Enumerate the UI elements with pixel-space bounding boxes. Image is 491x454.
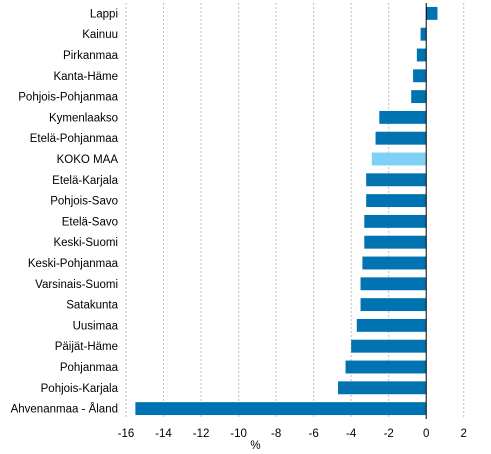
category-label: Etelä-Pohjanmaa xyxy=(30,133,119,145)
bar xyxy=(360,298,427,312)
bar xyxy=(426,6,438,20)
bar xyxy=(420,27,427,41)
x-tick-label: -6 xyxy=(309,428,319,440)
bar xyxy=(135,402,427,416)
x-tick-label: -4 xyxy=(346,428,357,440)
category-label: Päijät-Häme xyxy=(55,341,118,353)
x-tick-label: -12 xyxy=(193,428,210,440)
x-tick-label: -10 xyxy=(230,428,247,440)
category-label: Uusimaa xyxy=(73,320,119,332)
category-label: Kymenlaakso xyxy=(49,112,118,124)
category-label: Satakunta xyxy=(66,300,118,312)
category-label: Varsinais-Suomi xyxy=(35,279,118,291)
category-label: Pohjois-Karjala xyxy=(41,383,119,395)
category-label: Pohjanmaa xyxy=(60,362,119,374)
category-labels: Lappi Kainuu Pirkanmaa Kanta-Häme Pohjois-Po… xyxy=(11,8,119,415)
bar xyxy=(338,381,427,395)
bar xyxy=(416,48,427,62)
category-label: Lappi xyxy=(90,8,118,20)
bar xyxy=(371,152,427,166)
bar xyxy=(364,214,427,228)
bars xyxy=(135,6,438,416)
x-tick-label: -16 xyxy=(118,428,135,440)
category-label: Kanta-Häme xyxy=(53,71,118,83)
category-label: Pohjois-Savo xyxy=(50,196,118,208)
bar xyxy=(356,318,427,332)
bar xyxy=(379,110,427,124)
category-label: Pirkanmaa xyxy=(63,50,119,62)
category-label: Kainuu xyxy=(82,29,118,41)
category-label: Etelä-Savo xyxy=(62,216,118,228)
x-tick-labels: -16 -14 -12 -10 -8 -6 -4 -2 0 2 xyxy=(118,428,467,440)
category-label: Etelä-Karjala xyxy=(52,175,118,187)
bar xyxy=(362,256,427,270)
category-label: Ahvenanmaa - Åland xyxy=(11,403,118,416)
bar xyxy=(360,277,427,291)
category-label: KOKO MAA xyxy=(57,154,119,166)
x-axis-title: % xyxy=(250,440,260,452)
x-tick-label: -14 xyxy=(155,428,172,440)
x-tick-label: 2 xyxy=(461,428,467,440)
category-label: Keski-Suomi xyxy=(53,237,118,249)
bar xyxy=(364,235,427,249)
bar xyxy=(375,131,427,145)
bar xyxy=(351,339,427,353)
bar xyxy=(345,360,427,374)
bar xyxy=(411,90,427,104)
bar xyxy=(366,173,427,187)
category-label: Pohjois-Pohjanmaa xyxy=(18,92,118,104)
grid-lines xyxy=(125,3,465,419)
x-tick-label: 0 xyxy=(423,428,429,440)
category-label: Keski-Pohjanmaa xyxy=(28,258,119,270)
bar xyxy=(366,194,427,208)
bar xyxy=(413,69,427,83)
x-tick-label: -2 xyxy=(384,428,394,440)
x-tick-label: -8 xyxy=(271,428,281,440)
